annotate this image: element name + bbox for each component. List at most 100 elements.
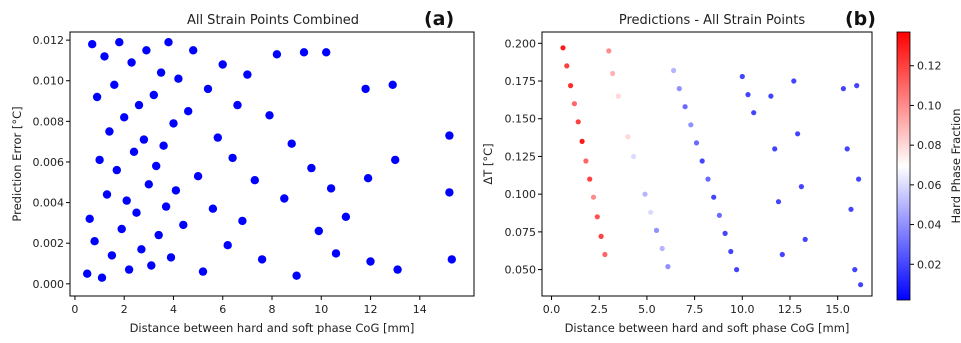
panel-b-point xyxy=(606,48,612,54)
panel-b-point xyxy=(564,63,570,69)
panel-b-point xyxy=(772,146,778,152)
panel-b-point xyxy=(854,83,860,89)
panel-a-x-tick-label: 2 xyxy=(121,303,128,316)
panel-a-plot-area xyxy=(69,31,475,297)
panel-a-x-tick-label: 4 xyxy=(170,303,177,316)
panel-a-point xyxy=(272,50,282,59)
panel-a-point xyxy=(218,60,227,69)
panel-a-x-tick-label: 10 xyxy=(314,303,328,316)
panel-a-x-ticks: 0 2 4 6 8 10 12 14 xyxy=(71,296,427,316)
panel-b-point xyxy=(659,245,665,252)
panel-b-point xyxy=(587,176,593,182)
panel-b-x-axis-label: Distance between hard and soft phase CoG… xyxy=(565,321,850,335)
panel-a-point xyxy=(156,68,166,77)
panel-a-point xyxy=(147,261,156,270)
panel-a-scatter-points xyxy=(83,38,456,282)
panel-a-point xyxy=(166,253,176,262)
panel-a-point xyxy=(85,214,94,223)
panel-a-y-tick-label: 0.008 xyxy=(33,115,65,128)
panel-b-plot-area xyxy=(541,31,873,297)
panel-b-x-tick-label: 5.0 xyxy=(638,303,656,316)
panel-b-point xyxy=(575,119,581,125)
panel-a-point xyxy=(184,107,193,116)
panel-a-title: All Strain Points Combined xyxy=(187,13,359,28)
panel-a-point xyxy=(152,161,161,171)
panel-a-prediction-error: All Strain Points Combined (a) 0 2 4 6 8 10 12… xyxy=(10,8,475,335)
panel-a-point xyxy=(208,204,218,213)
colorbar-tick-label: 0.06 xyxy=(917,179,942,192)
panel-a-y-tick-label: 0.006 xyxy=(33,156,65,169)
panel-b-point xyxy=(676,86,682,92)
panel-a-point xyxy=(361,84,370,94)
panel-b-point xyxy=(594,214,600,220)
panel-b-point xyxy=(590,194,597,200)
panel-b-predictions: Predictions - All Strain Points (b) 0.0 2… xyxy=(481,8,876,335)
panel-a-point xyxy=(238,216,247,226)
panel-a-point xyxy=(142,46,151,55)
colorbar-label: Hard Phase Fraction xyxy=(949,108,961,223)
panel-a-x-tick-label: 8 xyxy=(269,303,276,316)
panel-a-point xyxy=(391,155,400,165)
panel-a-point xyxy=(393,265,402,274)
panel-b-point xyxy=(856,176,862,182)
panel-a-point xyxy=(322,48,331,57)
panel-a-point xyxy=(154,230,163,240)
panel-a-point xyxy=(447,255,456,264)
panel-b-x-tick-label: 7.5 xyxy=(686,303,704,316)
panel-b-point xyxy=(711,194,717,200)
colorbar-gradient xyxy=(896,31,911,301)
panel-a-point xyxy=(159,141,168,150)
panel-a-point xyxy=(112,165,122,175)
panel-a-point xyxy=(326,184,336,193)
panel-b-point xyxy=(852,267,858,273)
panel-a-y-tick-label: 0.004 xyxy=(33,197,65,210)
panel-a-point xyxy=(83,269,92,278)
panel-b-scatter-points xyxy=(560,45,864,288)
panel-a-point xyxy=(164,38,173,47)
panel-a-point xyxy=(139,135,149,144)
panel-b-point xyxy=(571,101,578,107)
panel-a-point xyxy=(341,212,351,221)
panel-b-point xyxy=(648,209,654,215)
panel-a-point xyxy=(92,92,102,102)
panel-b-point xyxy=(848,206,854,212)
panel-b-x-tick-label: 0.0 xyxy=(543,303,561,316)
panel-a-point xyxy=(179,220,188,230)
colorbar: 0.02 0.04 0.06 0.08 0.10 0.12 Hard Phase Frac… xyxy=(896,31,961,301)
panel-b-point xyxy=(795,131,801,137)
panel-b-x-tick-label: 12.5 xyxy=(778,303,803,316)
panel-a-point xyxy=(95,155,104,165)
panel-b-point xyxy=(665,264,671,270)
panel-b-point xyxy=(631,153,637,160)
panel-b-point xyxy=(688,122,694,128)
panel-b-point xyxy=(779,251,785,258)
colorbar-tick-label: 0.10 xyxy=(917,99,942,112)
panel-a-y-axis-label: Prediction Error [°C] xyxy=(10,106,24,221)
panel-b-point xyxy=(844,146,850,152)
colorbar-tick-label: 0.08 xyxy=(917,139,942,152)
panel-a-x-tick-label: 14 xyxy=(413,303,427,316)
panel-b-point xyxy=(693,140,700,146)
panel-a-point xyxy=(132,208,141,217)
panel-b-label: (b) xyxy=(845,8,876,30)
panel-a-point xyxy=(445,188,454,197)
panel-b-point xyxy=(699,158,705,164)
panel-b-y-tick-label: 0.100 xyxy=(505,188,537,201)
panel-b-point xyxy=(579,138,585,144)
panel-a-point xyxy=(366,257,375,266)
panel-a-point xyxy=(110,80,119,90)
panel-a-point xyxy=(203,84,213,94)
panel-a-point xyxy=(97,273,107,282)
panel-a-point xyxy=(287,139,296,148)
colorbar-ticks: 0.02 0.04 0.06 0.08 0.10 0.12 xyxy=(910,60,942,271)
panel-b-x-ticks: 0.0 2.5 5.0 7.5 10.0 12.5 15.0 xyxy=(543,296,850,316)
panel-a-point xyxy=(299,48,309,57)
panel-b-point xyxy=(642,191,648,197)
panel-b-point xyxy=(568,83,574,89)
panel-b-point xyxy=(625,134,631,140)
panel-a-point xyxy=(127,58,136,67)
panel-b-y-axis-label: ΔT [°C] xyxy=(481,143,495,184)
panel-a-point xyxy=(388,80,397,90)
panel-b-y-ticks: 0.050 0.075 0.100 0.125 0.150 0.175 0.200 xyxy=(505,37,542,277)
